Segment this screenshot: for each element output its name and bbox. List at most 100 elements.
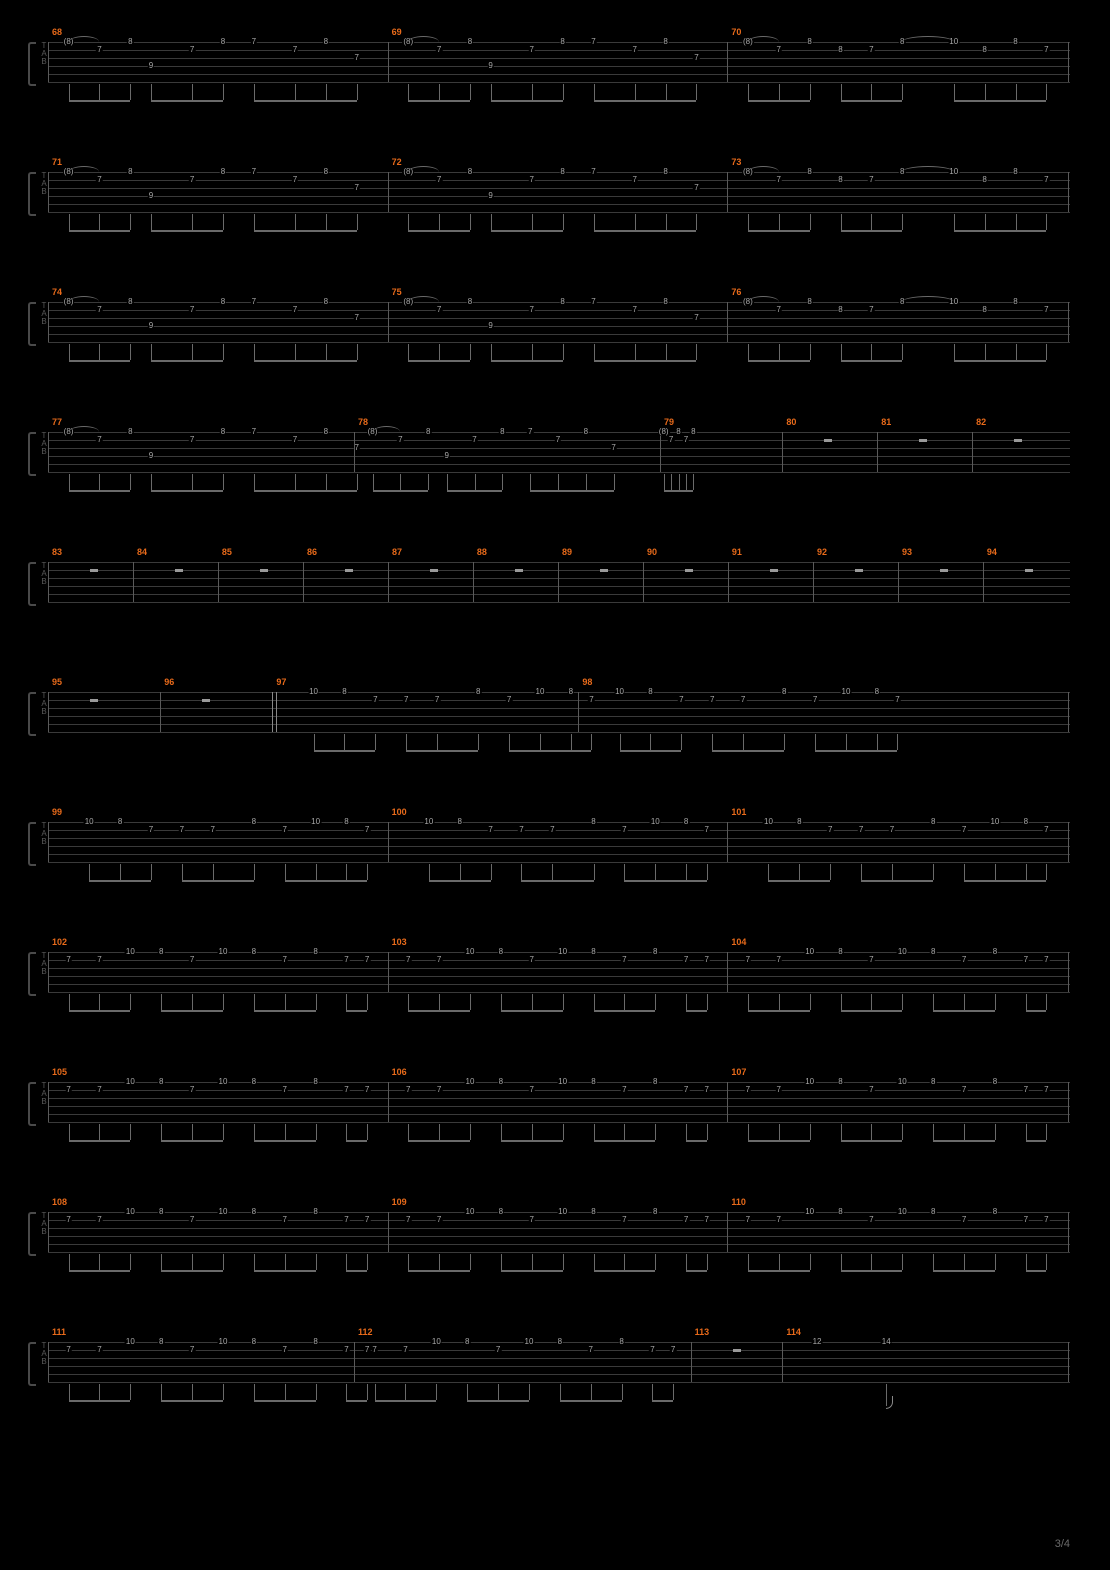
fret-number: 8 [127, 298, 133, 306]
fret-number: 8 [992, 1078, 998, 1086]
fret-number: 7 [590, 298, 596, 306]
fret-number: 7 [403, 696, 409, 704]
fret-number: 7 [1043, 46, 1049, 54]
fret-number: 7 [65, 1086, 71, 1094]
measure-number: 80 [786, 417, 796, 427]
fret-number: 7 [281, 956, 287, 964]
fret-number: 10 [557, 1208, 568, 1216]
measure-number: 75 [392, 287, 402, 297]
rest-symbol [824, 439, 832, 442]
fret-number: 8 [1012, 298, 1018, 306]
fret-number: 10 [84, 818, 95, 826]
fret-number: 7 [1023, 1086, 1029, 1094]
fret-number: 7 [670, 1346, 676, 1354]
fret-number: 7 [529, 176, 535, 184]
fret-number: 7 [281, 1216, 287, 1224]
fret-number: 8 [618, 1338, 624, 1346]
fret-number: 7 [745, 956, 751, 964]
fret-number: 7 [354, 314, 360, 322]
fret-number: 7 [189, 306, 195, 314]
fret-number: 7 [776, 176, 782, 184]
tab-row: TAB7710871087877771087108787777108710878… [40, 1070, 1070, 1142]
fret-number: 7 [364, 826, 370, 834]
fret-number: 7 [65, 1216, 71, 1224]
fret-number: 8 [467, 38, 473, 46]
fret-number: 7 [371, 1346, 377, 1354]
rest-symbol [733, 1349, 741, 1352]
measure-number: 69 [392, 27, 402, 37]
measure-number: 90 [647, 547, 657, 557]
fret-number: 7 [343, 1346, 349, 1354]
fret-number: 10 [431, 1338, 442, 1346]
fret-number: 8 [992, 1208, 998, 1216]
fret-number: 10 [557, 948, 568, 956]
fret-number: 7 [889, 826, 895, 834]
fret-number: 9 [487, 322, 493, 330]
fret-number: 9 [487, 62, 493, 70]
fret-number: 7 [1043, 1086, 1049, 1094]
measure-number: 112 [358, 1327, 373, 1337]
fret-number: 7 [96, 436, 102, 444]
fret-number: 8 [652, 948, 658, 956]
fret-number: 7 [894, 696, 900, 704]
staff: 771087108787777108710878777710871087877 [48, 1212, 1070, 1252]
fret-number: 10 [650, 818, 661, 826]
measure-number: 100 [392, 807, 407, 817]
fret-number: 8 [1012, 168, 1018, 176]
fret-number: 9 [148, 192, 154, 200]
fret-number: 7 [354, 184, 360, 192]
fret-number: 7 [292, 176, 298, 184]
rest-symbol [430, 569, 438, 572]
fret-number: 7 [631, 306, 637, 314]
fret-number: 7 [189, 956, 195, 964]
staff: 771087108787777108710878771214 [48, 1342, 1070, 1382]
fret-number: 10 [763, 818, 774, 826]
fret-number: 7 [495, 1346, 501, 1354]
fret-number: 7 [292, 46, 298, 54]
fret-number: 7 [776, 306, 782, 314]
fret-number: 7 [436, 46, 442, 54]
fret-number: 8 [323, 168, 329, 176]
fret-number: 8 [652, 1208, 658, 1216]
tab-row: TAB1087778710871087778710871087778710879… [40, 810, 1070, 882]
fret-number: 7 [343, 1216, 349, 1224]
fret-number: 7 [364, 1346, 370, 1354]
fret-number: 7 [65, 1346, 71, 1354]
measure-number: 81 [881, 417, 891, 427]
fret-number: 7 [527, 428, 533, 436]
fret-number: 8 [343, 818, 349, 826]
fret-number: 8 [874, 688, 880, 696]
staff: 8789787787878978778787887810887 [48, 42, 1070, 82]
fret-number: 7 [96, 1086, 102, 1094]
fret-number: 10 [804, 1208, 815, 1216]
fret-number: 10 [423, 818, 434, 826]
fret-number: 7 [776, 1086, 782, 1094]
fret-number: 7 [683, 1086, 689, 1094]
fret-number: 8 [312, 1338, 318, 1346]
fret-number: 7 [189, 1086, 195, 1094]
fret-number: 7 [471, 436, 477, 444]
fret-number: 8 [806, 298, 812, 306]
fret-number: 8 [806, 168, 812, 176]
fret-number: 8 [837, 1208, 843, 1216]
measure-number: 102 [52, 937, 67, 947]
fret-number: 8 [341, 688, 347, 696]
fret-number: 8 [930, 1208, 936, 1216]
fret-number: 7 [1043, 306, 1049, 314]
rest-symbol [1025, 569, 1033, 572]
fret-number: 8 [662, 168, 668, 176]
fret-number: 7 [588, 696, 594, 704]
measure-number: 111 [52, 1327, 66, 1337]
fret-number: 10 [524, 1338, 535, 1346]
tab-row: TAB838485868788899091929394 [40, 550, 1070, 622]
fret-number: 8 [499, 428, 505, 436]
fret-number: 7 [704, 1086, 710, 1094]
fret-number: 7 [776, 956, 782, 964]
measure-number: 105 [52, 1067, 67, 1077]
rest-symbol [855, 569, 863, 572]
fret-number: 7 [292, 306, 298, 314]
measure-number: 73 [731, 157, 741, 167]
fret-number: 7 [436, 956, 442, 964]
tab-row: TAB8789787787878978778787887810887747576 [40, 290, 1070, 362]
fret-number: 8 [662, 298, 668, 306]
